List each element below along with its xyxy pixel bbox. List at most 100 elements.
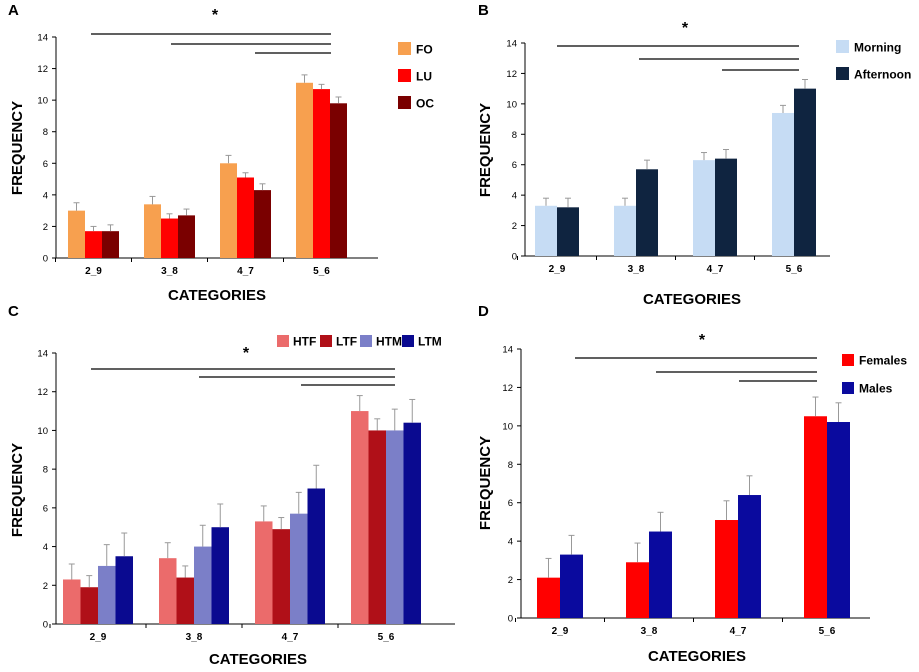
bar-lu-2_9 [85,231,102,258]
y-tick-label: 0 [508,614,513,625]
bar-morning-4_7 [693,160,715,256]
bar-ltm-5_6 [403,422,421,624]
y-tick-label: 0 [512,252,517,263]
bar-htf-5_6 [351,411,369,624]
y-tick-label: 10 [37,426,48,437]
bar-ltf-2_9 [80,587,98,624]
bar-lu-5_6 [313,89,330,258]
bar-fo-5_6 [296,82,313,259]
y-axis-title: FREQUENCY [9,101,26,195]
y-axis-title: FREQUENCY [9,443,26,537]
x-tick-label: 4_7 [237,266,254,277]
y-tick-label: 4 [512,191,517,202]
x-tick-label: 2_9 [552,626,569,637]
y-tick-label: 6 [508,498,513,509]
x-tick-label: 3_8 [641,626,658,637]
significance-star: * [212,7,219,24]
x-axis-title: CATEGORIES [168,287,266,304]
bar-ltf-3_8 [176,577,194,624]
y-tick-label: 14 [37,33,48,44]
y-tick-label: 4 [43,190,48,201]
legend-swatch-morning [836,40,849,53]
bar-fo-3_8 [144,204,161,258]
y-tick-label: 12 [506,69,517,80]
chart-panel-b: B 0 2 4 6 8 10 12 14 2_9 3_8 4_7 5_6 * CATEGORIES FREQU… [477,2,911,308]
bar-fo-4_7 [220,163,237,258]
y-tick-label: 6 [512,160,517,171]
x-tick-label: 5_6 [819,626,836,637]
significance-star: * [243,345,250,362]
y-tick-label: 2 [508,575,513,586]
y-tick-label: 2 [512,221,517,232]
y-tick-label: 8 [43,127,48,138]
legend-swatch-oc [398,96,411,109]
y-tick-label: 4 [43,542,48,553]
legend-label: Males [859,382,893,396]
bar-htf-2_9 [63,579,81,624]
y-tick-label: 8 [512,130,517,141]
bar-afternoon-2_9 [557,207,579,256]
legend: Morning Afternoon [836,40,911,82]
bar-htm-5_6 [386,430,404,624]
legend-swatch-htf [277,335,289,347]
y-tick-label: 0 [43,620,48,631]
legend-label: Afternoon [854,68,911,82]
y-tick-label: 0 [43,254,48,265]
y-axis-title: FREQUENCY [477,436,494,530]
significance-star: * [682,20,689,37]
legend-label: LU [416,70,432,84]
bar-afternoon-4_7 [715,158,737,256]
bar-females-5_6 [804,416,827,618]
legend-label: OC [416,97,434,111]
x-tick-label: 2_9 [90,632,107,643]
x-tick-label: 4_7 [707,264,724,275]
legend-label: HTM [376,335,402,349]
x-tick-label: 5_6 [786,264,803,275]
y-tick-label: 2 [43,581,48,592]
bar-males-5_6 [827,422,850,618]
legend-label: Females [859,354,907,368]
legend-swatch-htm [360,335,372,347]
legend-swatch-lu [398,69,411,82]
bar-morning-2_9 [535,205,557,256]
x-tick-label: 4_7 [730,626,747,637]
chart-panel-d: D 0 2 4 6 8 10 12 14 2_9 3_8 4_7 5_6 * CATEGORIES FREQU… [477,303,907,665]
legend-swatch-fo [398,42,411,55]
bar-females-3_8 [626,562,649,618]
legend-label: Morning [854,41,901,55]
bar-lu-3_8 [161,218,178,258]
y-tick-label: 2 [43,222,48,233]
y-tick-label: 12 [502,383,513,394]
y-tick-label: 14 [502,345,513,356]
chart-panel-a: A 0 2 4 6 8 10 12 14 2_9 3_8 4_7 5_6 * CATEGORIES FREQU… [8,2,434,304]
x-axis-title: CATEGORIES [648,648,746,665]
x-tick-label: 3_8 [161,266,178,277]
bar-females-4_7 [715,520,738,618]
bar-males-2_9 [560,554,583,618]
bar-afternoon-3_8 [636,169,658,256]
legend: HTF LTF HTM LTM [277,335,442,349]
bar-males-4_7 [738,495,761,618]
bar-htm-3_8 [194,546,212,624]
x-tick-label: 2_9 [85,266,102,277]
bar-oc-2_9 [102,231,119,258]
legend-label: LTF [336,335,357,349]
panel-letter: A [8,2,19,19]
bar-ltm-2_9 [115,556,133,624]
bar-htm-2_9 [98,565,116,624]
bar-oc-5_6 [330,103,347,258]
x-tick-label: 3_8 [186,632,203,643]
y-axis-title: FREQUENCY [477,103,494,197]
bar-oc-3_8 [178,215,195,258]
legend: Females Males [842,354,907,396]
legend-swatch-males [842,382,854,394]
legend-label: LTM [418,335,442,349]
bar-afternoon-5_6 [794,88,816,257]
y-tick-label: 10 [37,96,48,107]
x-tick-label: 5_6 [378,632,395,643]
bar-ltm-3_8 [211,527,229,624]
y-tick-label: 8 [43,465,48,476]
legend-swatch-females [842,354,854,366]
bar-htm-4_7 [290,513,308,624]
